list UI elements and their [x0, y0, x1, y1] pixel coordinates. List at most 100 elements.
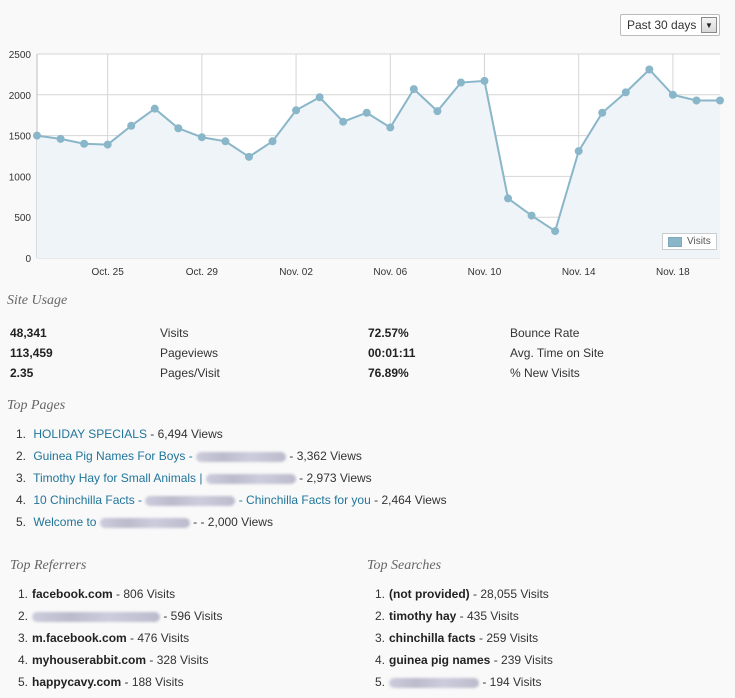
redacted-text — [32, 611, 160, 622]
usage-avg-time-value: 00:01:11 — [368, 346, 416, 360]
referrer-name: myhouserabbit.com — [32, 653, 147, 667]
data-point — [174, 124, 183, 133]
referrer-name: m.facebook.com — [32, 631, 127, 645]
list-item: 3. m.facebook.com - 476 Visits — [18, 631, 190, 645]
list-item: 5. Welcome to - - 2,000 Views — [16, 515, 273, 529]
usage-avg-time-label: Avg. Time on Site — [510, 346, 604, 360]
list-item: 3. chinchilla facts - 259 Visits — [375, 631, 539, 645]
legend-label: Visits — [687, 236, 711, 247]
data-point — [668, 90, 677, 99]
referrer-name: happycavy.com — [32, 675, 122, 689]
data-point — [150, 104, 159, 113]
series-line — [36, 68, 720, 233]
usage-bounce-label: Bounce Rate — [510, 326, 580, 340]
search-term: timothy hay — [389, 609, 457, 623]
usage-pageviews-label: Pageviews — [160, 346, 219, 360]
date-range-value: Past 30 days — [627, 18, 697, 32]
data-point — [598, 108, 607, 117]
chevron-down-icon[interactable]: ▼ — [701, 17, 717, 33]
data-point — [621, 88, 630, 97]
top-referrers-title: Top Referrers — [10, 558, 87, 573]
data-point — [386, 123, 395, 132]
x-tick-label: Nov. 06 — [373, 267, 407, 278]
date-range-select[interactable]: Past 30 days ▼ — [620, 14, 720, 36]
list-item: 2. Guinea Pig Names For Boys - - 3,362 V… — [16, 449, 362, 463]
data-point — [268, 137, 277, 146]
data-point — [551, 227, 560, 236]
page-link[interactable]: Welcome to — [33, 515, 100, 529]
data-point — [221, 137, 230, 146]
top-searches-list: 1. (not provided) - 28,055 Visits 2. timot… — [375, 583, 553, 693]
usage-pages-visit-label: Pages/Visit — [160, 366, 220, 380]
y-tick-label: 500 — [14, 213, 31, 224]
y-tick-label: 2000 — [9, 91, 32, 102]
usage-bounce-value: 72.57% — [368, 326, 409, 340]
x-tick-label: Oct. 29 — [186, 267, 219, 278]
data-point — [127, 121, 136, 130]
data-point — [527, 211, 536, 220]
top-referrers-list: 1. facebook.com - 806 Visits 2. - 596 Vis… — [18, 583, 222, 693]
usage-pageviews-value: 113,459 — [10, 346, 53, 360]
list-item: 4. guinea pig names - 239 Visits — [375, 653, 553, 667]
usage-pages-visit-value: 2.35 — [10, 366, 34, 380]
list-item: 3. Timothy Hay for Small Animals | - 2,9… — [16, 471, 372, 485]
redacted-text — [205, 473, 296, 484]
data-point — [692, 96, 701, 105]
page-link[interactable]: 10 Chinchilla Facts - — [33, 493, 146, 507]
data-point — [33, 131, 41, 140]
page-link[interactable]: HOLIDAY SPECIALS — [33, 427, 147, 441]
data-point — [244, 152, 253, 161]
data-point — [480, 76, 489, 85]
data-point — [362, 108, 371, 117]
y-tick-label: 1000 — [9, 172, 32, 183]
data-point — [409, 85, 418, 94]
referrer-name: facebook.com — [32, 587, 113, 601]
usage-visits-label: Visits — [160, 326, 189, 340]
top-pages-list: 1. HOLIDAY SPECIALS - 6,494 Views 2. Gui… — [16, 423, 447, 533]
usage-new-visits-label: % New Visits — [510, 366, 580, 380]
data-point — [197, 133, 206, 142]
x-tick-label: Nov. 10 — [468, 267, 502, 278]
y-tick-label: 2500 — [9, 50, 32, 61]
x-tick-label: Nov. 14 — [562, 267, 596, 278]
search-term: chinchilla facts — [389, 631, 476, 645]
data-point — [574, 147, 583, 156]
data-point — [103, 140, 112, 149]
data-point — [456, 78, 465, 87]
data-point — [56, 134, 65, 143]
chart-legend: Visits — [662, 233, 717, 250]
list-item: 4. myhouserabbit.com - 328 Visits — [18, 653, 209, 667]
search-term: (not provided) — [389, 587, 470, 601]
redacted-text — [99, 517, 190, 528]
redacted-text — [145, 495, 236, 506]
page-link[interactable]: Guinea Pig Names For Boys - — [33, 449, 197, 463]
page-link[interactable]: Timothy Hay for Small Animals | — [33, 471, 206, 485]
usage-new-visits-value: 76.89% — [368, 366, 409, 380]
data-point — [315, 93, 324, 102]
y-tick-label: 0 — [25, 254, 31, 265]
x-tick-label: Oct. 25 — [92, 267, 125, 278]
data-point — [716, 96, 724, 105]
list-item: 5. - 194 Visits — [375, 675, 542, 689]
list-item: 1. HOLIDAY SPECIALS - 6,494 Views — [16, 427, 223, 441]
x-tick-label: Nov. 02 — [279, 267, 313, 278]
legend-swatch — [668, 236, 682, 247]
site-usage-title: Site Usage — [7, 293, 68, 308]
list-item: 1. (not provided) - 28,055 Visits — [375, 587, 549, 601]
list-item: 1. facebook.com - 806 Visits — [18, 587, 176, 601]
series-area — [37, 69, 720, 258]
data-point — [645, 65, 654, 74]
data-point — [80, 139, 89, 148]
top-searches-title: Top Searches — [367, 558, 442, 573]
data-point — [433, 107, 442, 116]
redacted-text — [196, 451, 287, 462]
visits-chart: 0 500 1000 1500 2000 2500 Oct. 25 Oct. 29 Nov. 0… — [9, 50, 724, 278]
list-item: 2. - 596 Visits — [18, 609, 223, 623]
data-point — [339, 117, 348, 126]
redacted-text — [389, 677, 479, 688]
page-link-continued[interactable]: - Chinchilla Facts for you — [235, 493, 371, 507]
data-point — [504, 194, 513, 203]
top-pages-title: Top Pages — [7, 398, 66, 413]
search-term: guinea pig names — [389, 653, 491, 667]
y-tick-label: 1500 — [9, 132, 32, 143]
